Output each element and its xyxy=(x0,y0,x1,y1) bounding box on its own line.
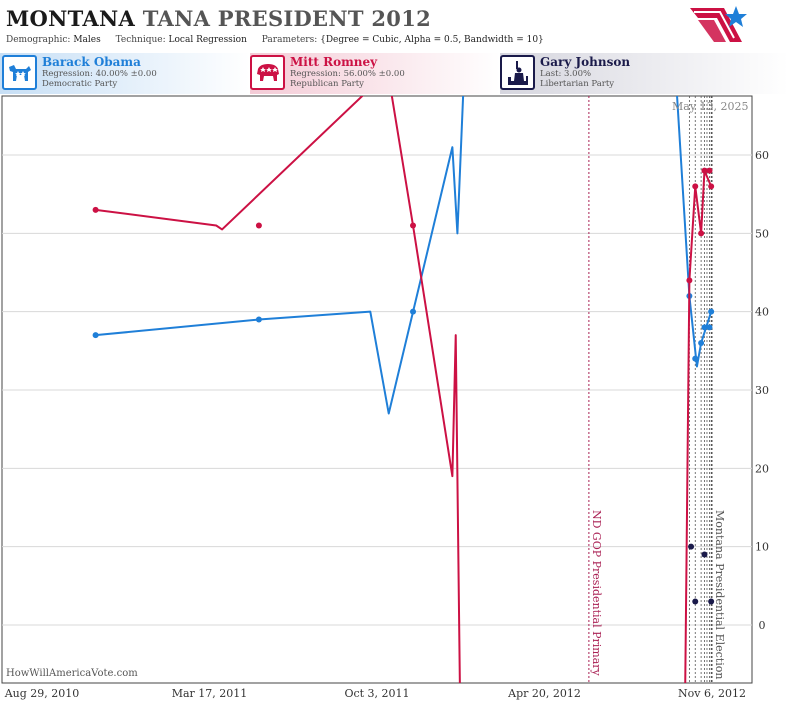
event-label: ND GOP Presidential Primary xyxy=(590,510,603,677)
series-curve xyxy=(95,96,713,683)
candidate-name: Barack Obama xyxy=(42,55,141,69)
parameters-label: Parameters: xyxy=(261,35,318,45)
x-tick-label: Mar 17, 2011 xyxy=(172,687,248,700)
y-tick-label: 10 xyxy=(755,541,769,554)
technique-value: Local Regression xyxy=(168,35,247,45)
candidate-stat: Regression: 56.00% ±0.00 xyxy=(290,69,405,79)
data-point xyxy=(686,277,693,284)
candidate-name: Gary Johnson xyxy=(540,55,631,69)
elephant-icon xyxy=(250,55,285,90)
data-point xyxy=(255,316,262,323)
data-point xyxy=(92,206,99,213)
data-point xyxy=(255,222,262,229)
data-point xyxy=(708,308,715,315)
site-logo-icon xyxy=(690,6,747,42)
legend-background xyxy=(0,53,789,94)
y-tick-label: 0 xyxy=(759,619,766,632)
candidate-name: Mitt Romney xyxy=(290,55,378,69)
candidate-party: Libertarian Party xyxy=(540,79,615,89)
donkey-icon xyxy=(2,55,37,90)
data-point xyxy=(708,598,715,605)
x-tick-label: Aug 29, 2010 xyxy=(4,687,80,700)
data-point xyxy=(688,543,695,550)
demographic-value: Males xyxy=(73,35,101,45)
title-state: MONTANA xyxy=(6,6,136,31)
x-tick-label: Nov 6, 2012 xyxy=(678,687,746,700)
data-point xyxy=(410,222,417,229)
data-point xyxy=(410,308,417,315)
series-curve xyxy=(95,96,713,415)
liberty-icon xyxy=(500,55,535,90)
y-tick-label: 40 xyxy=(755,306,769,319)
data-point xyxy=(701,551,708,558)
data-point xyxy=(701,167,708,174)
page-title: MONTANA TANA PRESIDENT 2012 xyxy=(6,6,431,31)
data-point xyxy=(701,324,708,331)
demographic-label: Demographic: xyxy=(6,35,71,45)
site-watermark: HowWillAmericaVote.com xyxy=(6,668,138,679)
data-point xyxy=(692,355,699,362)
y-tick-label: 20 xyxy=(755,462,769,475)
data-point xyxy=(698,230,705,237)
parameters-line: Demographic: Males Technique: Local Regr… xyxy=(6,35,544,45)
title-rest: TANA PRESIDENT 2012 xyxy=(142,6,432,31)
candidate-stat: Last: 3.00% xyxy=(540,69,592,79)
candidate-legend: Barack Obama Regression: 40.00% ±0.00 De… xyxy=(0,53,789,94)
data-point xyxy=(698,340,705,346)
data-point xyxy=(692,598,699,605)
date-stamp: May 13, 2025 xyxy=(672,100,749,113)
candidate-party: Democratic Party xyxy=(42,79,118,89)
x-tick-label: Apr 20, 2012 xyxy=(507,687,581,700)
event-label: Montana Presidential Election xyxy=(713,510,726,679)
data-point xyxy=(706,167,713,174)
data-point xyxy=(706,324,713,331)
data-point xyxy=(708,183,715,190)
y-tick-label: 30 xyxy=(755,384,769,397)
data-point xyxy=(692,183,699,190)
candidate-party: Republican Party xyxy=(290,79,364,89)
x-tick-label: Oct 3, 2011 xyxy=(344,687,409,700)
data-point xyxy=(92,332,99,339)
parameters-value: {Degree = Cubic, Alpha = 0.5, Bandwidth … xyxy=(320,35,544,45)
y-tick-label: 50 xyxy=(755,227,769,240)
candidate-stat: Regression: 40.00% ±0.00 xyxy=(42,69,157,79)
technique-label: Technique: xyxy=(115,35,166,45)
y-tick-label: 60 xyxy=(755,149,769,162)
